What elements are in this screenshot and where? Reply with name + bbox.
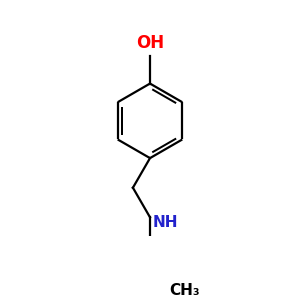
Text: NH: NH (152, 215, 178, 230)
Text: CH₃: CH₃ (169, 283, 200, 298)
Text: OH: OH (136, 34, 164, 52)
